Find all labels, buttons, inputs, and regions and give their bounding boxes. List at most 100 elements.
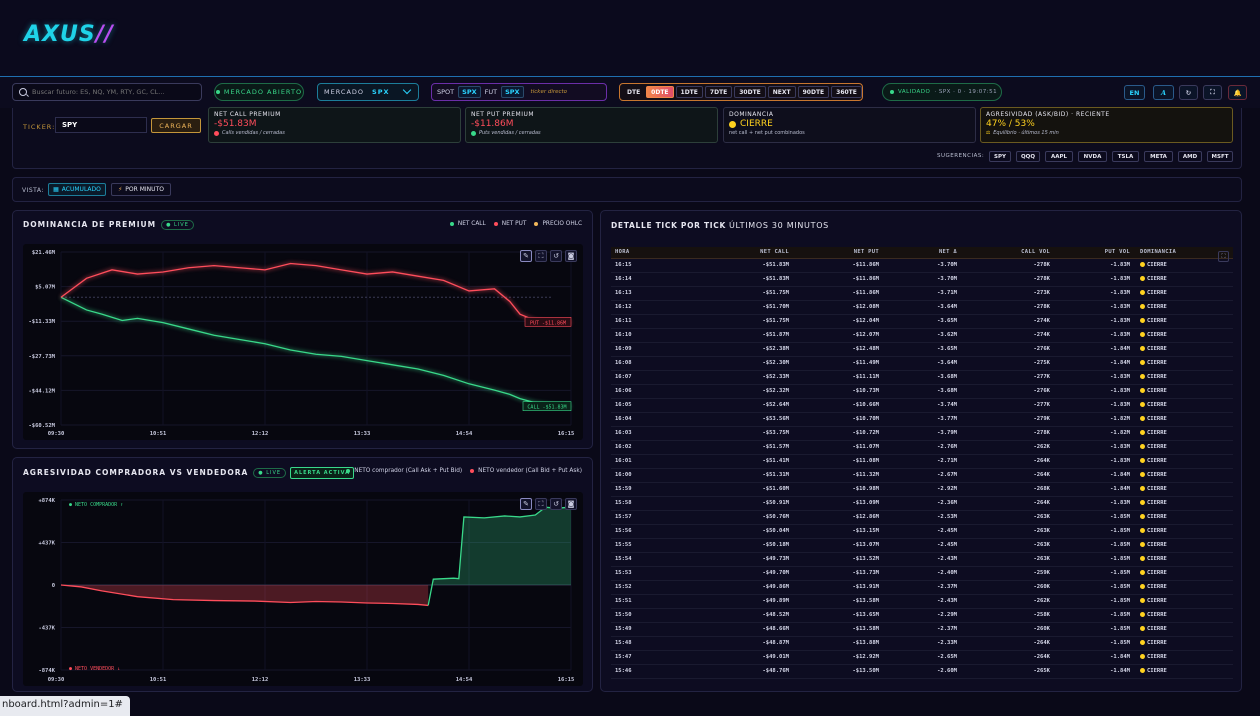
table-cell: -$11.86M <box>789 258 879 273</box>
suggestion-spy[interactable]: SPY <box>989 151 1011 162</box>
market-select[interactable]: MERCADO SPX <box>317 83 419 101</box>
expand-icon[interactable]: ⛶ <box>535 498 547 510</box>
dominancia-text: CIERRE <box>1147 542 1167 548</box>
dominancia-cell: CIERRE <box>1130 412 1233 427</box>
topbar: MERCADO ABIERTO MERCADO SPX SPOT SPX FUT… <box>0 76 1260 108</box>
dte-next-button[interactable]: NEXT <box>767 86 796 98</box>
yellow-dot-icon <box>1140 640 1145 645</box>
metric-sub: Calls vendidas / cerradas <box>214 130 455 136</box>
refresh-icon[interactable]: ↻ <box>1179 85 1198 100</box>
dominancia-cell: CIERRE <box>1130 482 1233 497</box>
ticker-input[interactable] <box>55 117 147 133</box>
column-header: NET CALL <box>681 247 789 259</box>
table-cell: -$12.48M <box>789 342 879 357</box>
dominancia-chart[interactable]: $21.46M $5.07M -$11.33M -$27.73M -$44.12M -$6… <box>23 244 583 440</box>
table-row: 15:57 -$50.76M -$12.86M -2.53M -263K -1.85M CI… <box>611 510 1233 525</box>
dominancia-text: CIERRE <box>1147 514 1167 520</box>
pencil-icon[interactable]: ✎ <box>520 498 532 510</box>
fut-tag[interactable]: SPX <box>501 86 524 98</box>
language-button[interactable]: EN <box>1124 85 1145 100</box>
reset-icon[interactable]: ↺ <box>550 250 562 262</box>
live-text: LIVE <box>174 222 189 228</box>
x-tick-label: 09:30 <box>48 431 65 437</box>
table-cell: -259K <box>957 566 1050 581</box>
suggestion-aapl[interactable]: AAPL <box>1045 151 1073 162</box>
table-row: 16:02 -$51.57M -$11.07M -2.76M -262K -1.83M CI… <box>611 440 1233 455</box>
spot-tag[interactable]: SPX <box>458 86 481 98</box>
dominancia-cell: CIERRE <box>1130 356 1233 371</box>
dte-7dte-button[interactable]: 7DTE <box>704 86 733 98</box>
table-cell: 16:07 <box>611 370 681 385</box>
expand-icon[interactable]: ⛶ <box>535 250 547 262</box>
dte-30dte-button[interactable]: 30DTE <box>734 86 766 98</box>
acumulado-button[interactable]: ▦ ACUMULADO <box>48 183 106 196</box>
metric-value: -$11.86M <box>471 119 514 129</box>
table-cell: -1.83M <box>1050 328 1130 343</box>
market-label: MERCADO <box>324 88 365 96</box>
camera-icon[interactable]: ◙ <box>565 498 577 510</box>
table-cell: -2.45M <box>879 524 957 539</box>
dominancia-cell: CIERRE <box>1130 510 1233 525</box>
por-minuto-button[interactable]: ⚡ POR MINUTO <box>111 183 171 196</box>
suggestion-amd[interactable]: AMD <box>1178 151 1202 162</box>
reset-icon[interactable]: ↺ <box>550 498 562 510</box>
fullscreen-icon[interactable]: ⛶ <box>1203 85 1222 100</box>
table-cell: 15:48 <box>611 636 681 651</box>
suggestion-qqq[interactable]: QQQ <box>1016 151 1040 162</box>
table-row: 15:52 -$49.86M -$13.91M -2.37M -260K -1.85M CI… <box>611 580 1233 595</box>
dominancia-text: CIERRE <box>1147 570 1167 576</box>
font-icon[interactable]: A <box>1153 85 1174 100</box>
table-cell: -$52.32M <box>681 384 789 399</box>
suggestion-meta[interactable]: META <box>1144 151 1173 162</box>
table-row: 16:14 -$51.83M -$11.86M -3.70M -278K -1.83M CI… <box>611 272 1233 287</box>
dominancia-text: CIERRE <box>1147 584 1167 590</box>
dominancia-cell: CIERRE <box>1130 272 1233 287</box>
suggestion-msft[interactable]: MSFT <box>1207 151 1233 162</box>
dte-0dte-button[interactable]: 0DTE <box>646 86 674 98</box>
column-header: NET Δ <box>879 247 957 259</box>
table-cell: -2.33M <box>879 636 957 651</box>
agresividad-chart[interactable]: +874K +437K 0 -437K -874K 09:30 10:51 12:12 13:3… <box>23 492 583 686</box>
bolt-icon: ⚡ <box>118 186 123 193</box>
suggestion-nvda[interactable]: NVDA <box>1078 151 1107 162</box>
legend-seller: NETO vendedor (Call Bid + Put Ask) <box>470 468 582 474</box>
camera-icon[interactable]: ◙ <box>565 250 577 262</box>
pencil-icon[interactable]: ✎ <box>520 250 532 262</box>
expand-icon[interactable]: ⛶ <box>1218 251 1229 262</box>
table-cell: -260K <box>957 622 1050 637</box>
table-cell: -1.83M <box>1050 258 1130 273</box>
vista-bar: VISTA: ▦ ACUMULADO ⚡ POR MINUTO <box>12 177 1242 202</box>
table-row: 16:09 -$52.38M -$12.48M -3.65M -276K -1.84M CI… <box>611 342 1233 357</box>
bell-icon[interactable]: 🔔 <box>1228 85 1247 100</box>
dte-360te-button[interactable]: 360TE <box>831 86 862 98</box>
table-cell: -1.85M <box>1050 622 1130 637</box>
dte-90dte-button[interactable]: 90DTE <box>797 86 830 98</box>
logo[interactable]: AXUS// <box>24 22 114 47</box>
table-cell: -$13.52M <box>789 552 879 567</box>
table-cell: 16:15 <box>611 258 681 273</box>
table-cell: -$50.76M <box>681 510 789 525</box>
load-button[interactable]: CARGAR <box>151 118 201 133</box>
legend-text: NETO comprador (Call Ask + Put Bid) <box>354 468 463 474</box>
search-box[interactable] <box>12 83 202 101</box>
table-cell: 16:02 <box>611 440 681 455</box>
dominancia-cell: CIERRE <box>1130 552 1233 567</box>
dominancia-text: CIERRE <box>1147 402 1167 408</box>
x-tick-label: 13:33 <box>354 677 371 683</box>
dte-1dte-button[interactable]: 1DTE <box>675 86 703 98</box>
table-cell: -$50.91M <box>681 496 789 511</box>
yellow-dot-icon <box>1140 570 1145 575</box>
dominancia-text: CIERRE <box>1147 304 1167 310</box>
table-cell: -3.79M <box>879 426 957 441</box>
search-input[interactable] <box>32 88 192 96</box>
tick-table: HORA NET CALL NET PUT NET Δ CALL VOL PUT… <box>611 247 1233 679</box>
table-cell: -$49.89M <box>681 594 789 609</box>
suggestions-label: SUGERENCIAS: <box>937 153 985 159</box>
buyer-label: ● NETO COMPRADOR ↑ <box>69 502 123 508</box>
table-cell: -3.65M <box>879 314 957 329</box>
metric-sub-text: Equilibrio · últimos 15 min <box>993 130 1059 136</box>
suggestion-tsla[interactable]: TSLA <box>1112 151 1139 162</box>
table-cell: -278K <box>957 426 1050 441</box>
net-put-line <box>60 262 572 324</box>
yellow-dot-icon <box>1140 556 1145 561</box>
